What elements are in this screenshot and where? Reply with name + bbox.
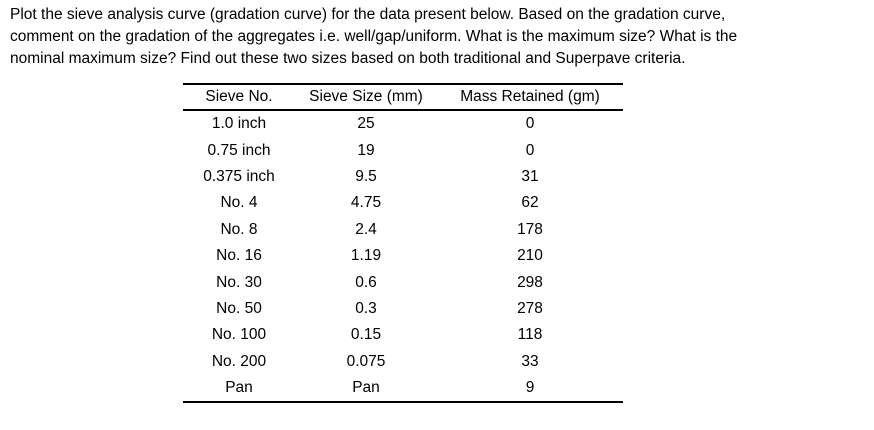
table-row: 0.75 inch 19 0 xyxy=(183,137,623,163)
question-line-1: Plot the sieve analysis curve (gradation… xyxy=(10,6,726,23)
table-row: No. 16 1.19 210 xyxy=(183,243,623,269)
table-cell: 0.3 xyxy=(355,299,377,317)
table-cell: 2.4 xyxy=(355,220,377,238)
table-cell: 25 xyxy=(357,115,375,133)
table-cell: 0 xyxy=(525,141,535,159)
table-cell: Pan xyxy=(352,379,380,397)
table-row: No. 100 0.15 118 xyxy=(183,322,623,348)
question-line-3: nominal maximum size? Find out these two… xyxy=(10,50,686,67)
table-row: No. 50 0.3 278 xyxy=(183,296,623,322)
header-mass-retained: Mass Retained (gm) xyxy=(460,88,600,105)
question-paragraph: Plot the sieve analysis curve (gradation… xyxy=(10,4,850,70)
question-line-2: comment on the gradation of the aggregat… xyxy=(10,28,738,45)
header-sieve-size: Sieve Size (mm) xyxy=(309,88,423,105)
header-sieve-no: Sieve No. xyxy=(205,88,273,105)
table-row: 0.375 inch 9.5 31 xyxy=(183,164,623,190)
table-row: Pan Pan 9 xyxy=(183,375,623,402)
table-cell: 4.75 xyxy=(350,194,382,212)
table-row: No. 30 0.6 298 xyxy=(183,269,623,295)
table-cell: Pan xyxy=(225,379,253,397)
table-cell: No. 4 xyxy=(220,194,258,212)
table-cell: 1.0 inch xyxy=(211,115,267,133)
table-body: 1.0 inch 25 0 0.75 inch 19 0 0.375 inch 9.5 31 No… xyxy=(183,110,623,403)
table-cell: 31 xyxy=(521,167,539,185)
table-cell: No. 16 xyxy=(216,247,262,265)
table-cell: 9.5 xyxy=(355,167,377,185)
table-cell: 0 xyxy=(525,115,535,133)
sieve-analysis-table: Sieve No. Sieve Size (mm) Mass Retained … xyxy=(183,83,623,403)
table-row: 1.0 inch 25 0 xyxy=(183,110,623,137)
table-cell: 178 xyxy=(517,220,543,238)
table-cell: 210 xyxy=(517,247,543,265)
table-cell: 1.19 xyxy=(350,247,382,265)
table-cell: No. 200 xyxy=(211,352,267,370)
table-cell: No. 8 xyxy=(220,220,258,238)
table-row: No. 4 4.75 62 xyxy=(183,190,623,216)
table-row: No. 200 0.075 33 xyxy=(183,349,623,375)
table-cell: 0.6 xyxy=(355,273,377,291)
table-cell: 0.075 xyxy=(346,352,386,370)
table-cell: 298 xyxy=(517,273,543,291)
table-row: No. 8 2.4 178 xyxy=(183,217,623,243)
table-header-row: Sieve No. Sieve Size (mm) Mass Retained … xyxy=(183,84,623,110)
table-header: Sieve No. Sieve Size (mm) Mass Retained … xyxy=(183,84,623,110)
table-cell: 0.15 xyxy=(350,326,382,344)
table-cell: 9 xyxy=(525,379,535,397)
table-cell: 278 xyxy=(517,299,543,317)
table-cell: 62 xyxy=(521,194,539,212)
table-cell: 118 xyxy=(517,326,543,344)
table-cell: 0.75 inch xyxy=(207,141,271,159)
table-cell: 33 xyxy=(521,352,539,370)
table-cell: No. 30 xyxy=(216,273,262,291)
table-cell: 0.375 inch xyxy=(203,167,275,185)
table-cell: No. 50 xyxy=(216,299,262,317)
table-cell: No. 100 xyxy=(211,326,267,344)
table-cell: 19 xyxy=(357,141,375,159)
